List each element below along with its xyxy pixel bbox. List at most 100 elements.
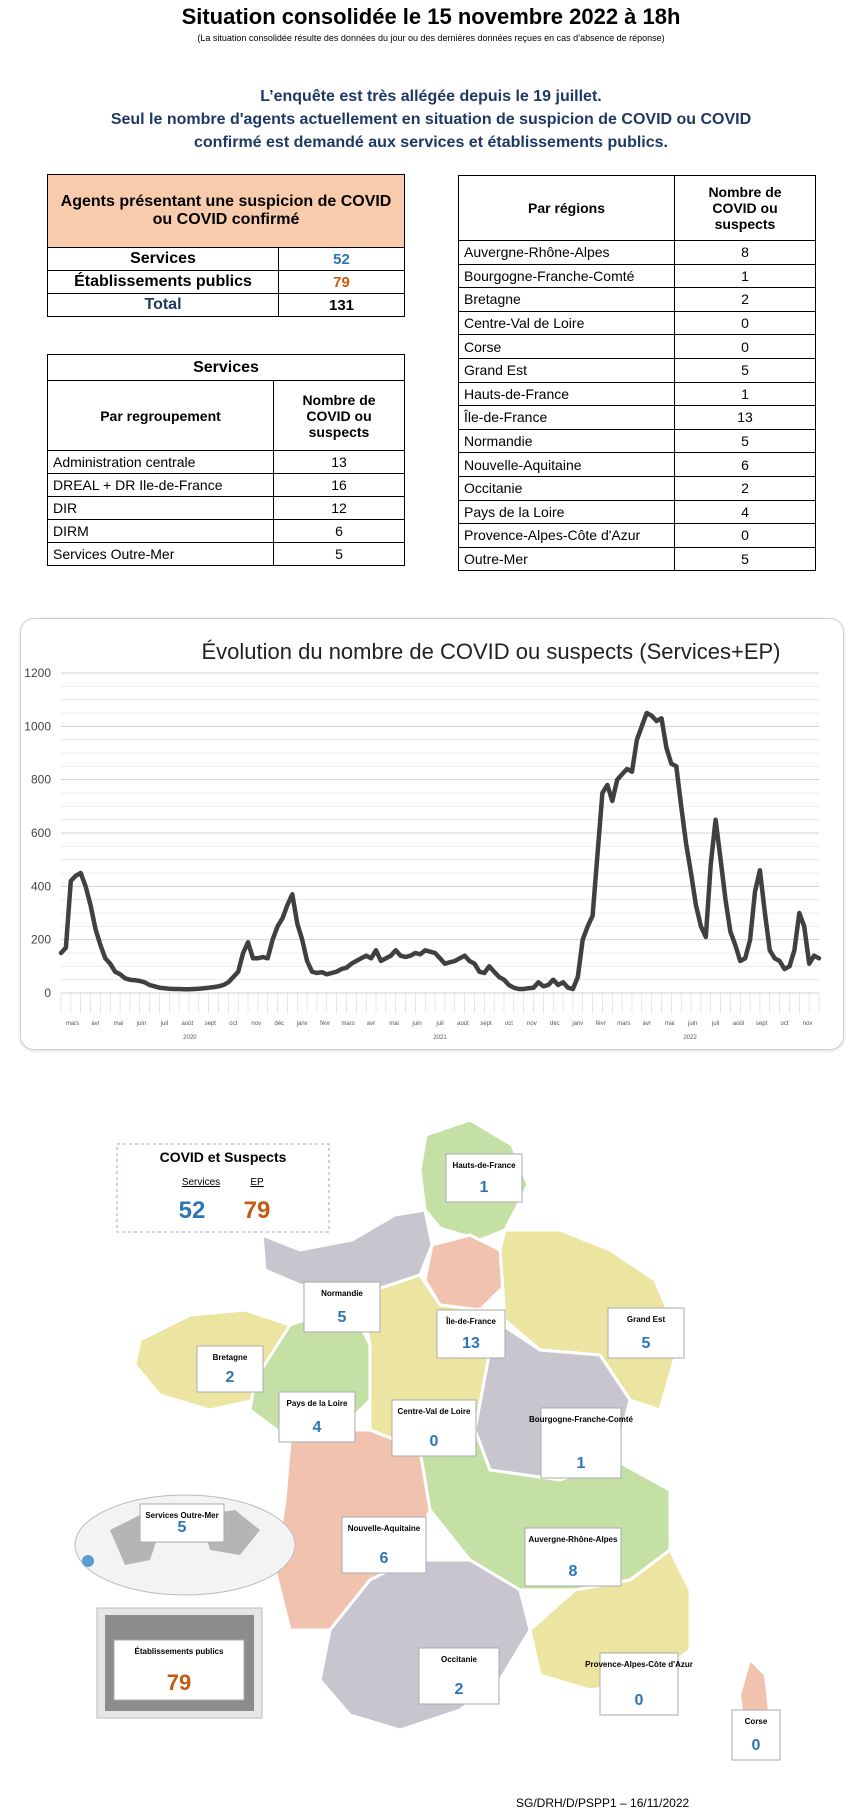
x-month-label: mai <box>389 1021 399 1027</box>
services-row-value: 12 <box>273 496 405 520</box>
map-region-2-value: 13 <box>462 1335 480 1352</box>
legend-ep-label: EP <box>250 1177 264 1188</box>
region-row-label: Bretagne <box>458 287 675 312</box>
map-region-0-value: 1 <box>480 1179 489 1196</box>
map-region-9-name: Auvergne-Rhône-Alpes <box>529 1535 618 1544</box>
y-tick-label: 600 <box>31 826 51 840</box>
map-region-12-value: 0 <box>752 1737 761 1754</box>
summary-row: Total 131 <box>47 293 405 317</box>
map-region-7-value: 1 <box>577 1455 586 1472</box>
services-col1-header: Par regroupement <box>47 380 274 451</box>
region-row-value: 2 <box>674 287 816 312</box>
map-region-3-name: Grand Est <box>627 1315 666 1324</box>
map-region-9-label-box <box>524 1527 622 1587</box>
x-month-label: août <box>733 1021 745 1027</box>
x-month-label: janv <box>571 1021 583 1027</box>
x-month-label: oct <box>781 1021 789 1027</box>
france-map: COVID et Suspects Services EP 52 79 Haut… <box>74 1118 781 1761</box>
x-month-label: avr <box>91 1021 99 1027</box>
footer-reference: SG/DRH/D/PSPP1 – 16/11/2022 <box>516 1796 690 1810</box>
map-region-12-label-box <box>731 1709 781 1761</box>
region-grand-est-shape <box>498 1228 682 1412</box>
x-month-label: juin <box>687 1021 697 1027</box>
map-region-9-value: 8 <box>569 1563 578 1580</box>
region-row-value: 5 <box>674 428 816 454</box>
services-row-label: DIRM <box>47 519 274 543</box>
x-month-label: oct <box>229 1021 237 1027</box>
map-region-8-value: 6 <box>380 1550 389 1567</box>
x-month-label: juil <box>435 1021 443 1027</box>
region-row-label: Provence-Alpes-Côte d'Azur <box>458 523 675 548</box>
services-row-value: 16 <box>273 473 405 497</box>
region-row-value: 8 <box>674 240 816 265</box>
region-row-label: Centre-Val de Loire <box>458 310 675 336</box>
x-month-label: mars <box>341 1021 354 1027</box>
region-row-value: 4 <box>674 499 816 525</box>
table-row: Corse 0 <box>458 334 816 359</box>
table-row: Nouvelle-Aquitaine 6 <box>458 452 816 477</box>
region-row-label: Corse <box>458 334 675 359</box>
table-row: Pays de la Loire 4 <box>458 499 816 525</box>
region-row-label: Bourgogne-Franche-Comté <box>458 263 675 289</box>
x-month-label: nov <box>527 1021 537 1027</box>
y-tick-label: 1200 <box>24 666 51 680</box>
map-etablissements-label-box <box>113 1639 245 1701</box>
region-row-label: Hauts-de-France <box>458 381 675 407</box>
region-row-value: 5 <box>674 357 816 383</box>
map-region-6-name: Centre-Val de Loire <box>398 1407 471 1416</box>
page-subtitle: (La situation consolidée résulte des don… <box>197 33 665 43</box>
services-table-title: Services <box>47 354 405 381</box>
region-row-label: Auvergne-Rhône-Alpes <box>458 240 675 265</box>
x-month-label: sept <box>480 1021 492 1027</box>
map-region-11-label-box <box>599 1652 679 1716</box>
summary-value-total: 131 <box>278 293 405 317</box>
map-region-3-value: 5 <box>642 1335 651 1352</box>
table-row: Bourgogne-Franche-Comté 1 <box>458 263 816 289</box>
map-region-1-value: 5 <box>338 1309 347 1326</box>
services-row-value: 5 <box>273 542 405 566</box>
region-row-value: 0 <box>674 523 816 548</box>
summary-label: Total <box>47 293 279 317</box>
intro-line-1: L’enquête est très allégée depuis le 19 … <box>260 88 602 105</box>
map-region-2-label-box <box>436 1309 506 1359</box>
line-chart: Évolution du nombre de COVID ou suspects… <box>24 639 822 1041</box>
map-region-12-name: Corse <box>745 1717 768 1726</box>
map-outre-mer-label-box <box>139 1503 225 1543</box>
map-etablissements-value: 79 <box>167 1670 191 1695</box>
summary-label: Services <box>47 247 279 271</box>
table-row: DIRM 6 <box>47 519 405 543</box>
y-tick-label: 1000 <box>24 719 51 733</box>
summary-value-services: 52 <box>278 247 405 271</box>
summary-value-ep: 79 <box>278 270 405 294</box>
map-region-10-value: 2 <box>455 1681 464 1698</box>
map-region-7-label-box <box>540 1407 622 1479</box>
map-region-7-name: Bourgogne-Franche-Comté <box>529 1415 634 1424</box>
map-region-2-name: Île-de-France <box>445 1317 496 1326</box>
x-month-label: août <box>181 1021 193 1027</box>
summary-row: Établissements publics 79 <box>47 270 405 294</box>
table-row: Occitanie 2 <box>458 475 816 501</box>
region-row-label: Pays de la Loire <box>458 499 675 525</box>
services-row-value: 13 <box>273 450 405 474</box>
summary-row: Services 52 <box>47 247 405 271</box>
map-region-8-label-box <box>341 1516 427 1574</box>
table-row: Provence-Alpes-Côte d'Azur 0 <box>458 523 816 548</box>
regions-col2-line2: COVID ou <box>712 200 778 216</box>
map-region-10-label-box <box>418 1647 500 1705</box>
x-month-label: oct <box>505 1021 513 1027</box>
x-month-label: nov <box>803 1021 813 1027</box>
map-region-5-value: 4 <box>313 1419 322 1436</box>
legend-title: COVID et Suspects <box>160 1149 287 1165</box>
summary-table: Agents présentant une suspicion de COVID… <box>47 174 405 317</box>
map-region-3-label-box <box>607 1307 685 1359</box>
map-region-1-label-box <box>303 1281 381 1333</box>
region-row-value: 2 <box>674 475 816 501</box>
services-table: Services Par regroupement Nombre de COVI… <box>47 354 405 566</box>
x-month-label: mars <box>66 1021 79 1027</box>
table-row: DREAL + DR Ile-de-France 16 <box>47 473 405 497</box>
regions-col1-header: Par régions <box>458 175 675 241</box>
x-month-label: déc <box>274 1021 284 1027</box>
overseas-marker <box>82 1555 94 1567</box>
table-row: DIR 12 <box>47 496 405 520</box>
legend-ep-value: 79 <box>244 1197 271 1224</box>
